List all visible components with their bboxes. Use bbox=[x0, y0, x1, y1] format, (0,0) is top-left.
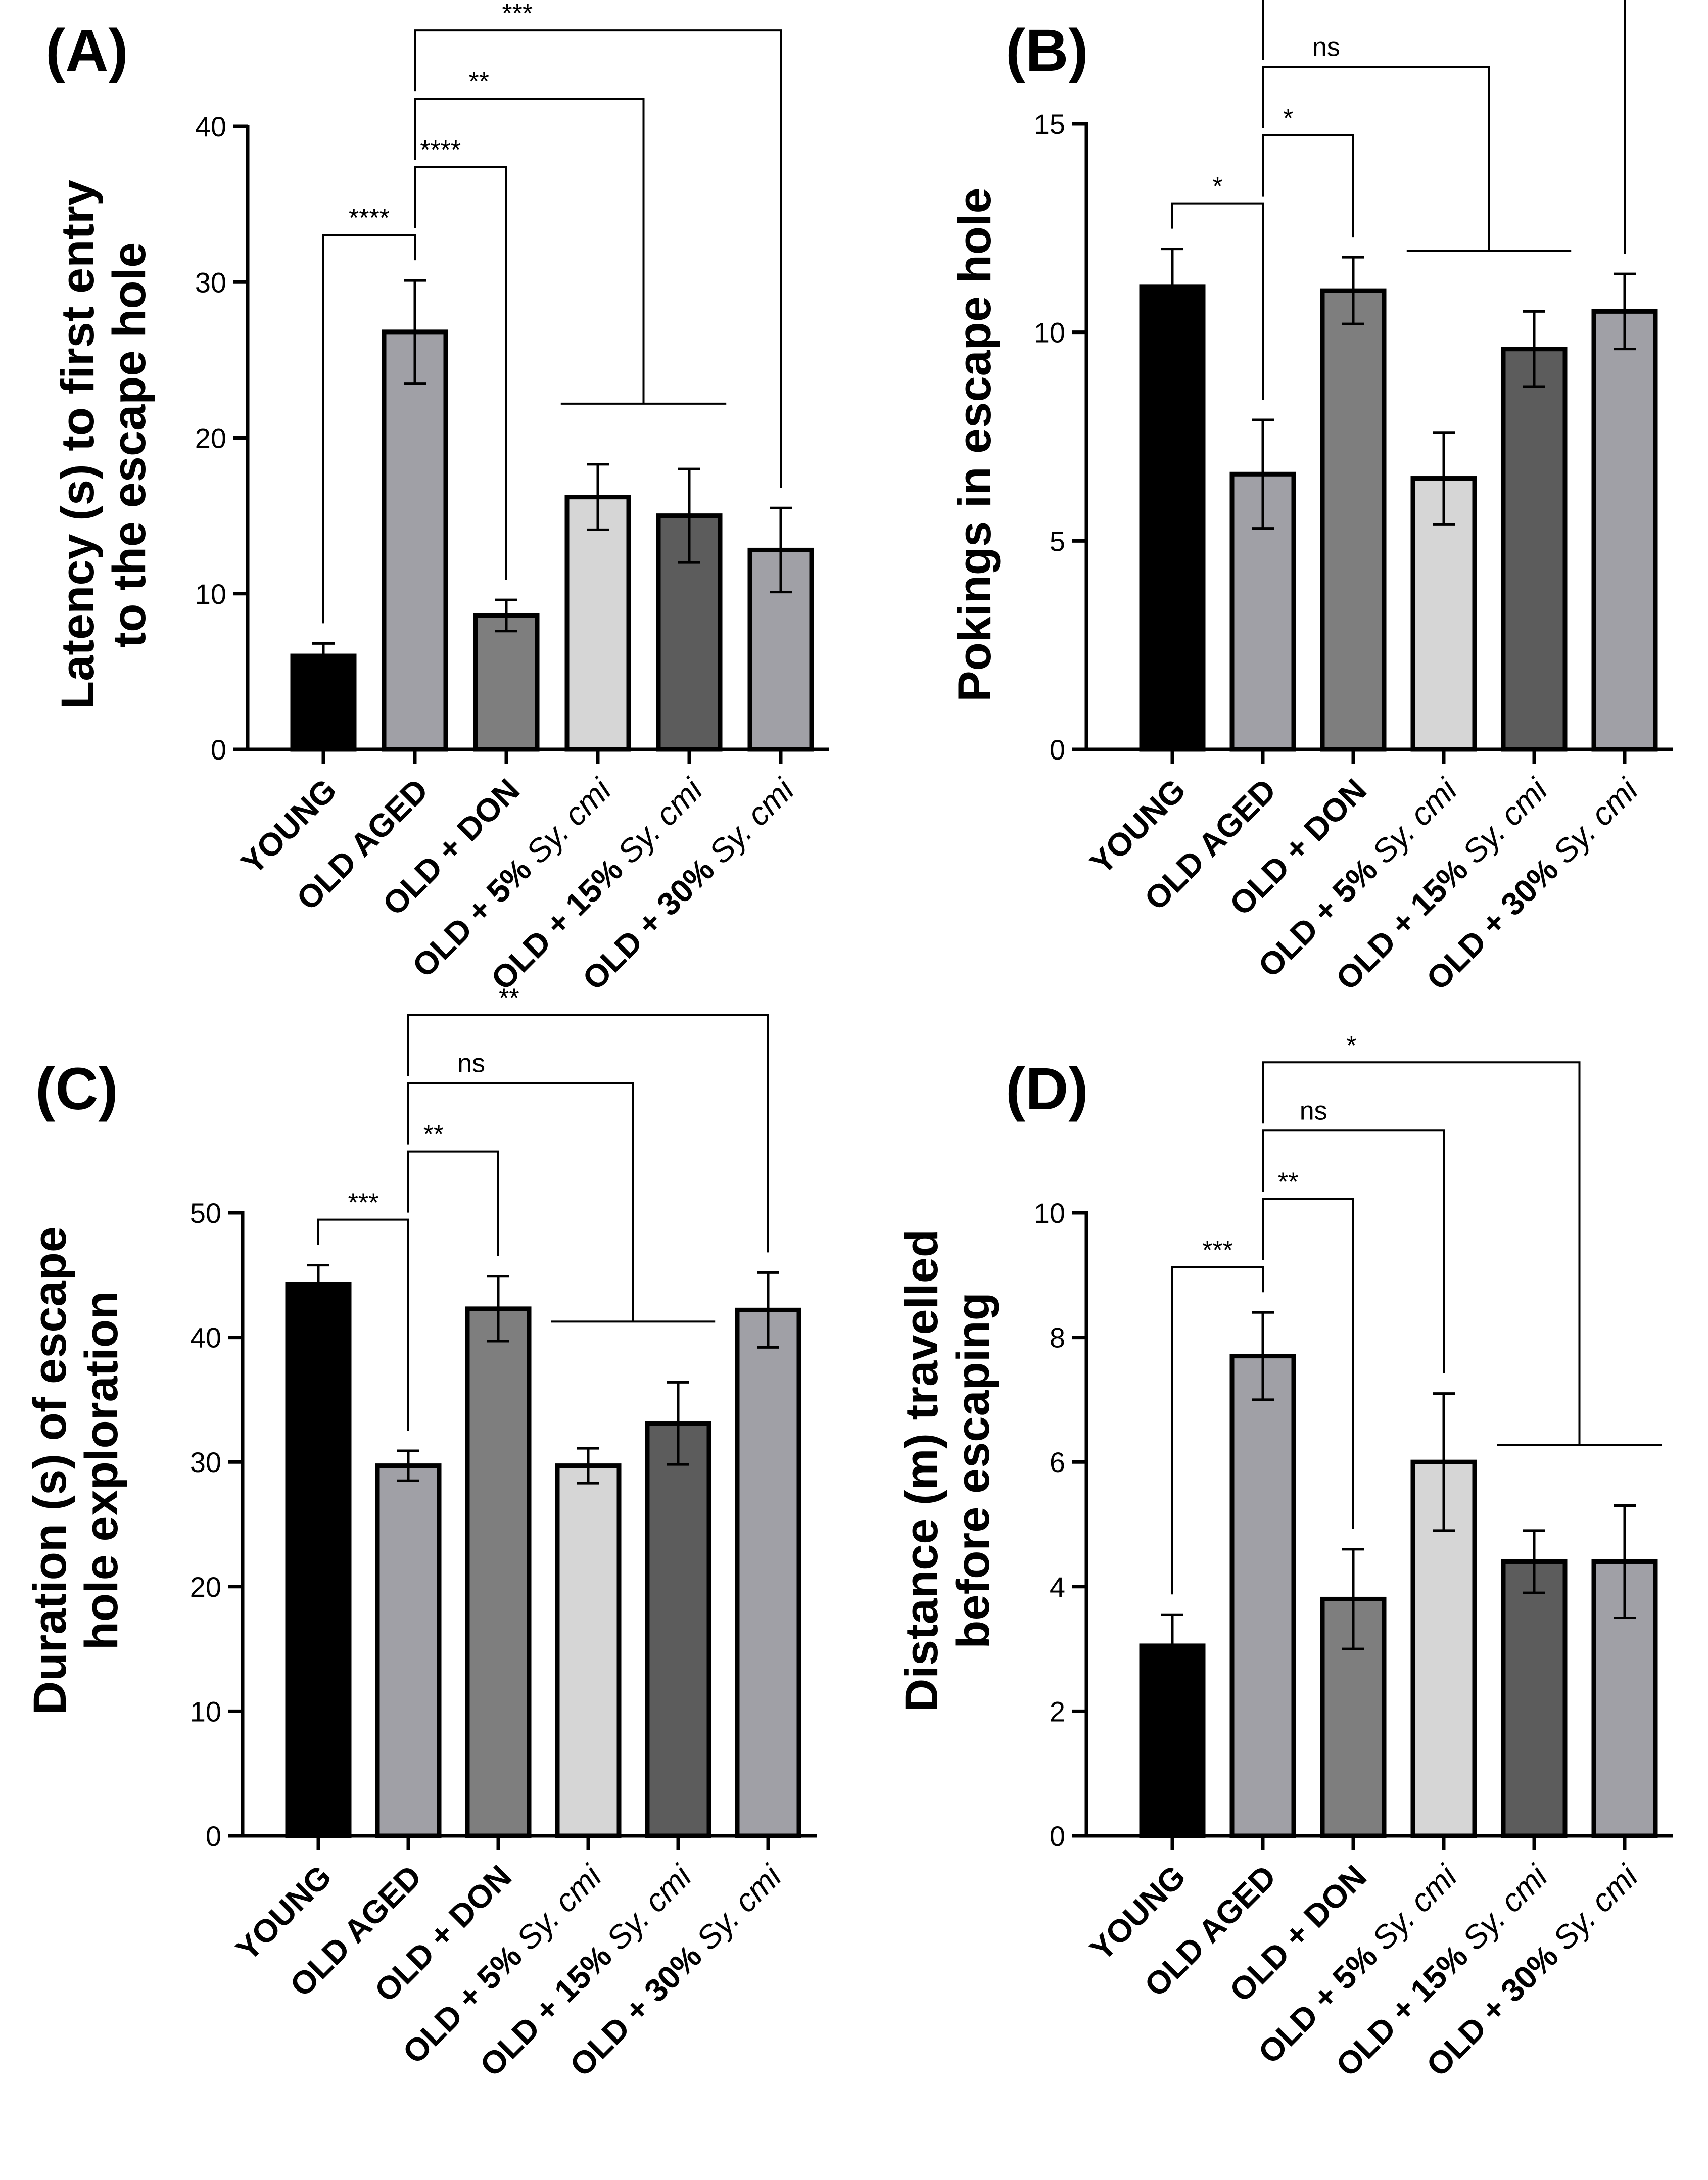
y-tick-label: 10 bbox=[195, 578, 226, 610]
panel-letter: (B) bbox=[1006, 17, 1088, 84]
significance-bracket bbox=[1262, 1198, 1354, 1529]
y-axis-label: Distance (m) travelledbefore escaping bbox=[896, 1229, 999, 1712]
significance-bracket bbox=[407, 1014, 769, 1253]
bar bbox=[465, 1306, 532, 1838]
bar bbox=[1139, 284, 1206, 752]
significance-bracket bbox=[1262, 0, 1626, 254]
y-tick-label: 5 bbox=[1050, 525, 1065, 557]
y-tick-label: 0 bbox=[206, 1820, 221, 1852]
y-tick-label: 10 bbox=[1034, 1197, 1065, 1229]
significance-bracket bbox=[1262, 134, 1354, 238]
significance-bracket bbox=[414, 166, 507, 580]
bar bbox=[735, 1307, 801, 1838]
significance-label: ** bbox=[1278, 1167, 1298, 1197]
significance-bracket bbox=[1262, 66, 1490, 251]
significance-label: *** bbox=[502, 0, 533, 28]
y-tick-label: 20 bbox=[195, 422, 226, 454]
significance-bracket bbox=[317, 1218, 409, 1431]
significance-label: ** bbox=[499, 984, 519, 1013]
y-tick-label: 15 bbox=[1034, 108, 1065, 140]
significance-label: **** bbox=[349, 204, 390, 233]
y-tick-label: 0 bbox=[1050, 734, 1065, 766]
significance-bracket bbox=[1171, 202, 1264, 400]
y-tick-label: 30 bbox=[195, 266, 226, 298]
chart-panel: (B)Pokings in escape hole051015YOUNGOLD … bbox=[949, 0, 1673, 997]
significance-bracket bbox=[414, 98, 645, 404]
significance-label: * bbox=[1283, 104, 1293, 133]
bar bbox=[1501, 347, 1568, 752]
significance-bracket bbox=[322, 234, 416, 624]
y-tick-label: 50 bbox=[190, 1197, 221, 1229]
y-tick-label: 40 bbox=[190, 1322, 221, 1354]
bar bbox=[1591, 309, 1658, 752]
panel-letter: (C) bbox=[35, 1056, 118, 1122]
significance-bracket bbox=[407, 1082, 634, 1322]
bar bbox=[1501, 1559, 1568, 1838]
significance-bracket bbox=[1171, 1266, 1264, 1595]
significance-bracket bbox=[1262, 1129, 1445, 1373]
bar bbox=[555, 1463, 622, 1838]
significance-bracket bbox=[1262, 1061, 1581, 1445]
y-tick-label: 8 bbox=[1050, 1322, 1065, 1354]
y-tick-label: 20 bbox=[190, 1571, 221, 1603]
bar bbox=[1229, 1354, 1296, 1838]
y-tick-label: 0 bbox=[1050, 1820, 1065, 1852]
significance-label: *** bbox=[1202, 1236, 1233, 1265]
significance-bracket bbox=[407, 1150, 499, 1256]
significance-label: ** bbox=[423, 1120, 444, 1150]
chart-panel: (A) Latency (s) to first entryto the esca… bbox=[45, 0, 829, 997]
y-tick-label: 10 bbox=[190, 1695, 221, 1727]
y-axis-label: Pokings in escape hole bbox=[949, 187, 1001, 701]
significance-label: ns bbox=[457, 1049, 485, 1078]
significance-label: **** bbox=[420, 135, 461, 165]
significance-label: * bbox=[1346, 1031, 1356, 1060]
chart-panel: (D) Distance (m) travelledbefore escaping… bbox=[896, 1031, 1673, 2083]
y-tick-label: 40 bbox=[195, 111, 226, 143]
y-tick-label: 6 bbox=[1050, 1446, 1065, 1478]
bar bbox=[473, 613, 540, 752]
y-axis-label: Duration (s) of escapehole exploration bbox=[24, 1226, 127, 1715]
bar bbox=[285, 1282, 352, 1838]
bar bbox=[645, 1421, 711, 1838]
significance-label: *** bbox=[348, 1189, 379, 1218]
y-tick-label: 4 bbox=[1050, 1571, 1065, 1603]
significance-bracket bbox=[414, 29, 782, 488]
significance-label: ns bbox=[1300, 1096, 1327, 1125]
y-tick-label: 2 bbox=[1050, 1695, 1065, 1727]
y-tick-label: 0 bbox=[211, 734, 226, 766]
panel-letter: (A) bbox=[45, 17, 128, 84]
y-axis-label: Latency (s) to first entryto the escape … bbox=[52, 180, 155, 709]
significance-label: ** bbox=[468, 67, 489, 97]
chart-panel: (C) Duration (s) of escapehole exploratio… bbox=[24, 984, 817, 2083]
bar bbox=[375, 1463, 442, 1838]
y-tick-label: 30 bbox=[190, 1446, 221, 1478]
significance-label: * bbox=[1212, 172, 1222, 202]
bar bbox=[382, 329, 448, 752]
bar bbox=[564, 495, 631, 752]
bar bbox=[290, 653, 357, 752]
panel-letter: (D) bbox=[1006, 1056, 1088, 1122]
bar bbox=[1320, 288, 1387, 752]
y-tick-label: 10 bbox=[1034, 317, 1065, 349]
significance-label: ns bbox=[1312, 33, 1340, 62]
